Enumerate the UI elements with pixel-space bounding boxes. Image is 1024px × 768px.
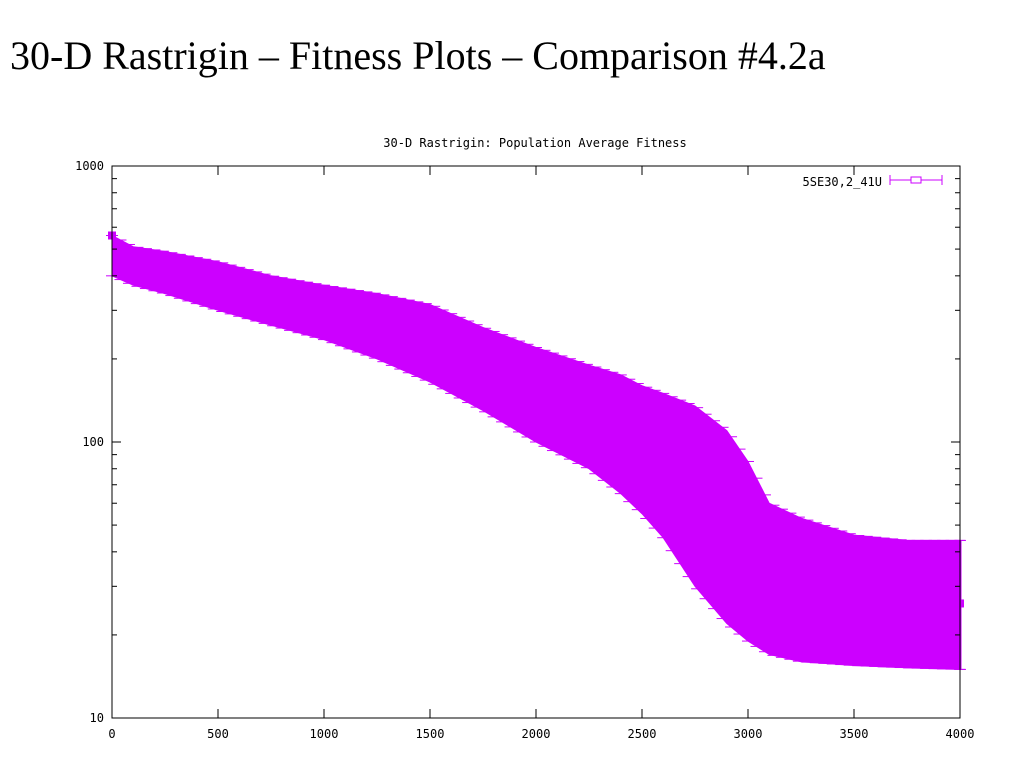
series-0-error-band — [111, 234, 961, 670]
x-tick-label: 0 — [108, 727, 115, 741]
slide-title: 30-D Rastrigin – Fitness Plots – Compari… — [10, 33, 826, 78]
legend: 5SE30,2_41U — [803, 175, 943, 189]
legend-label: 5SE30,2_41U — [803, 175, 882, 189]
x-tick-label: 3500 — [840, 727, 869, 741]
x-tick-label: 1500 — [416, 727, 445, 741]
legend-marker — [910, 176, 922, 184]
x-tick-label: 1000 — [310, 727, 339, 741]
error-band-layer — [106, 231, 966, 670]
x-tick-label: 500 — [207, 727, 229, 741]
chart-title: 30-D Rastrigin: Population Average Fitne… — [383, 136, 686, 150]
x-tick-label: 4000 — [946, 727, 975, 741]
x-tick-label: 2000 — [522, 727, 551, 741]
y-tick-label: 10 — [90, 711, 104, 725]
y-tick-label: 100 — [82, 435, 104, 449]
axis-ticks: 0 500 1000 1500 2000 2500 3000 3500 4000 10 100 100… — [75, 159, 974, 741]
x-tick-label: 3000 — [734, 727, 763, 741]
x-tick-label: 2500 — [628, 727, 657, 741]
y-tick-label: 1000 — [75, 159, 104, 173]
